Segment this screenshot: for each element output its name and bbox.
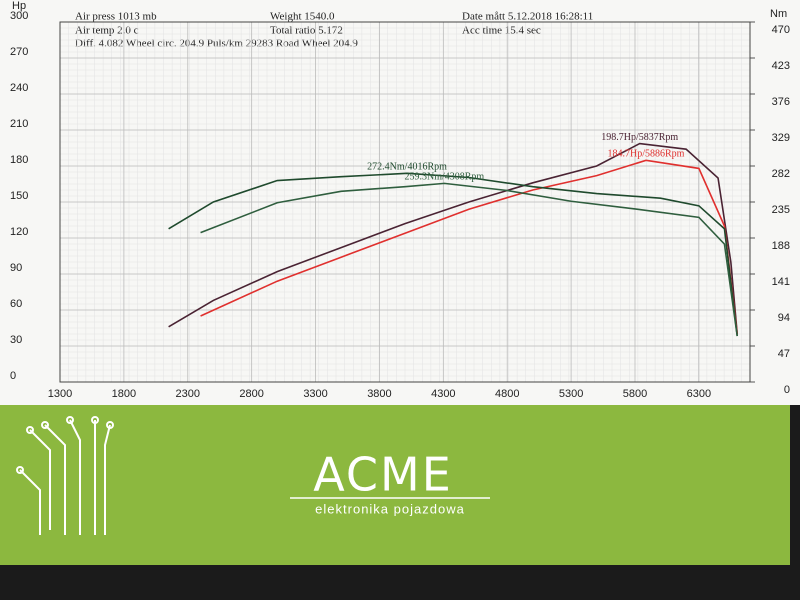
y2-tick-label: 94	[778, 312, 790, 324]
logo-title: ACME	[313, 448, 453, 502]
x-tick-label: 3800	[367, 388, 391, 400]
y-tick-label: 270	[10, 46, 28, 58]
logo-subtitle: elektronika pojazdowa	[315, 501, 465, 516]
x-tick-label: 4300	[431, 388, 455, 400]
y2-tick-label: 141	[772, 276, 790, 288]
y-tick-label: 240	[10, 82, 28, 94]
y2-tick-label: 376	[772, 96, 790, 108]
y2-tick-label: 282	[772, 168, 790, 180]
info-text: Air press 1013 mb	[75, 11, 157, 23]
y2-tick-label: 329	[772, 132, 790, 144]
y-tick-label: 210	[10, 118, 28, 130]
info-text: Weight 1540.0	[270, 11, 335, 23]
y-tick-label: 0	[10, 370, 16, 382]
info-text: Air temp 2.0 c	[75, 25, 139, 37]
peak-annotation: 198.7Hp/5837Rpm	[601, 132, 678, 143]
info-text: Diff. 4.082 Wheel circ. 204.9 Puls/km 29…	[75, 38, 358, 50]
x-tick-label: 5300	[559, 388, 583, 400]
x-tick-label: 1800	[112, 388, 136, 400]
series-line	[168, 142, 739, 335]
y-tick-label: 300	[10, 10, 28, 22]
info-text: Acc time 15.4 sec	[462, 25, 541, 37]
y2-axis-label: Nm	[770, 8, 787, 20]
y-tick-label: 90	[10, 262, 22, 274]
chart-background	[0, 0, 800, 405]
y2-tick-label: 423	[772, 60, 790, 72]
y2-tick-label: 47	[778, 348, 790, 360]
x-tick-label: 2800	[239, 388, 263, 400]
series-line	[200, 159, 739, 335]
y-tick-label: 30	[10, 334, 22, 346]
y-tick-label: 120	[10, 226, 28, 238]
series-line	[200, 182, 739, 337]
y2-tick-label: 0	[784, 384, 790, 396]
peak-annotation: 184.7Hp/5886Rpm	[608, 149, 685, 160]
y2-tick-label: 470	[772, 24, 790, 36]
y2-tick-label: 235	[772, 204, 790, 216]
x-tick-label: 5800	[623, 388, 647, 400]
y-tick-label: 60	[10, 298, 22, 310]
info-text: Total ratio 5.172	[270, 25, 343, 37]
x-tick-label: 2300	[176, 388, 200, 400]
info-text: Date mått 5.12.2018 16:28:11	[462, 11, 593, 23]
series-line	[168, 172, 739, 337]
y-tick-label: 180	[10, 154, 28, 166]
x-tick-label: 3300	[303, 388, 327, 400]
peak-annotation: 259.3Nm/4308Rpm	[404, 172, 484, 183]
plot-frame	[59, 21, 751, 383]
x-tick-label: 4800	[495, 388, 519, 400]
logo-band	[0, 405, 790, 565]
y-tick-label: 150	[10, 190, 28, 202]
x-tick-label: 1300	[48, 388, 72, 400]
peak-annotation: 272.4Nm/4016Rpm	[367, 162, 447, 173]
circuit-icon	[16, 416, 114, 535]
y-axis-label: Hp	[12, 0, 26, 12]
y2-tick-label: 188	[772, 240, 790, 252]
x-tick-label: 6300	[687, 388, 711, 400]
